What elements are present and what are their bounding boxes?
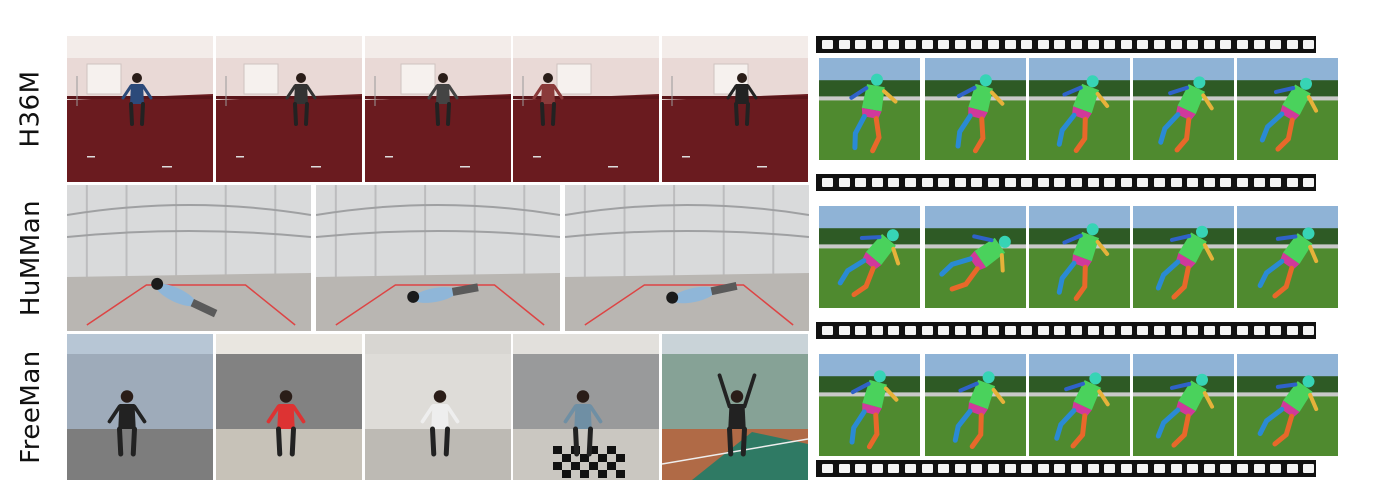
freeman-photo bbox=[365, 334, 511, 480]
film-perforation-strip bbox=[816, 322, 1316, 339]
h36m-photo bbox=[365, 36, 511, 182]
humman-photo bbox=[565, 185, 809, 331]
humman-photo bbox=[316, 185, 560, 331]
h36m-photo bbox=[67, 36, 213, 182]
mesh-frame bbox=[819, 58, 920, 160]
mesh-frame bbox=[1029, 206, 1130, 308]
row-label-freeman: FreeMan bbox=[0, 334, 62, 480]
mesh-frame bbox=[1237, 58, 1338, 160]
freeman-photo bbox=[662, 334, 808, 480]
mesh-frame bbox=[925, 58, 1026, 160]
film-perforation-strip bbox=[816, 460, 1316, 477]
row-label-text: HuMMan bbox=[16, 200, 46, 316]
mesh-frame bbox=[925, 206, 1026, 308]
mesh-frame bbox=[1237, 354, 1338, 456]
mesh-frame bbox=[1029, 58, 1130, 160]
mesh-frame bbox=[1133, 354, 1234, 456]
mesh-frame bbox=[1029, 354, 1130, 456]
freeman-photo bbox=[513, 334, 659, 480]
mesh-frame bbox=[1133, 206, 1234, 308]
mesh-frame bbox=[925, 354, 1026, 456]
row-label-text: FreeMan bbox=[16, 350, 46, 464]
h36m-photo bbox=[513, 36, 659, 182]
mesh-frame bbox=[819, 206, 920, 308]
freeman-photo bbox=[67, 334, 213, 480]
row-label-text: H36M bbox=[16, 70, 46, 147]
freeman-photo bbox=[216, 334, 362, 480]
film-perforation-strip bbox=[816, 174, 1316, 191]
row-label-h36m: H36M bbox=[0, 36, 62, 182]
mesh-frame bbox=[1237, 206, 1338, 308]
row-label-humman: HuMMan bbox=[0, 185, 62, 331]
mesh-frame bbox=[819, 354, 920, 456]
h36m-photo bbox=[662, 36, 808, 182]
film-perforation-strip bbox=[816, 36, 1316, 53]
humman-photo bbox=[67, 185, 311, 331]
mesh-frame bbox=[1133, 58, 1234, 160]
h36m-photo bbox=[216, 36, 362, 182]
